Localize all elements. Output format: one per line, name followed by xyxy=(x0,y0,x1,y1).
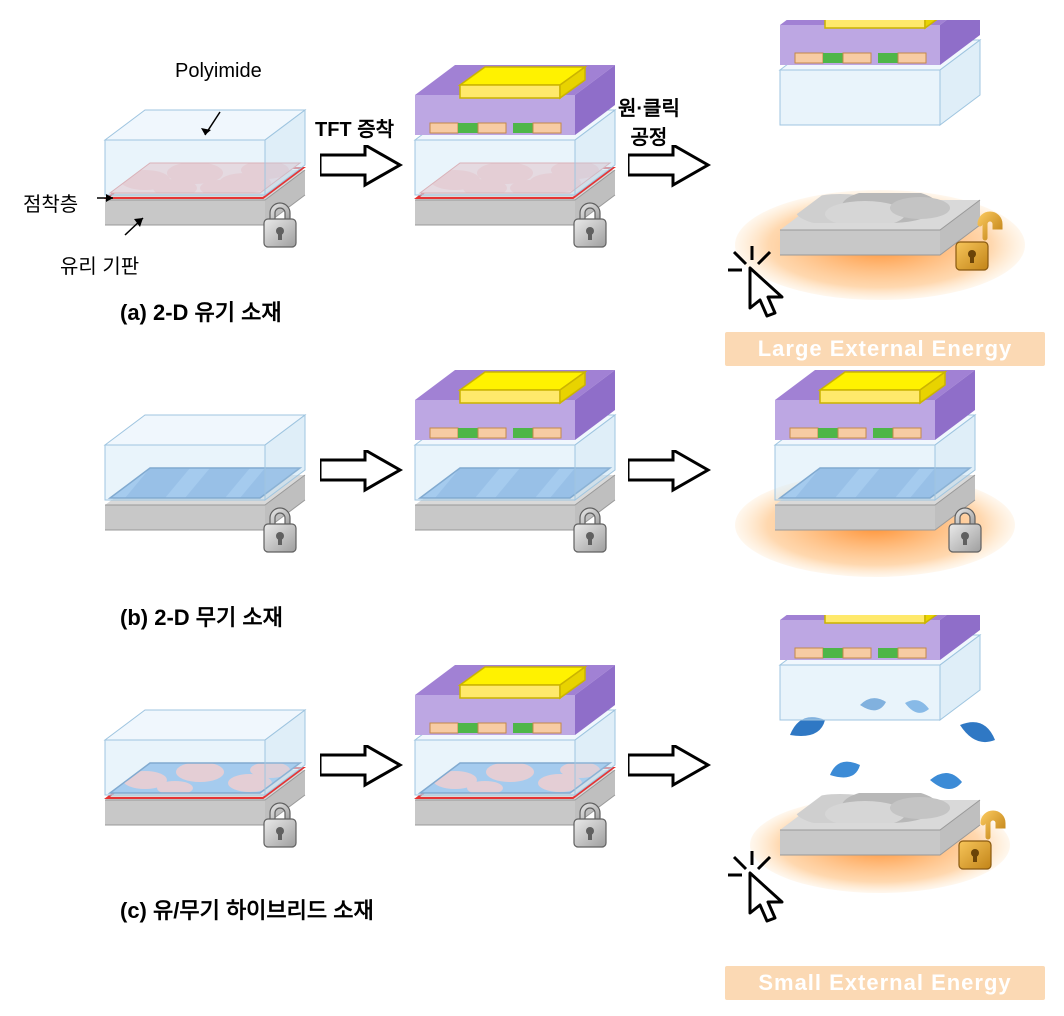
process-diagram: Polyimide 점착층 유리 기판 TFT 증착 원·클릭 공정 (a) 2… xyxy=(0,0,1064,1016)
row-b-stage-2 xyxy=(405,365,635,575)
energy-bar-large: Large External Energy xyxy=(725,332,1045,366)
row-a-stage-3 xyxy=(720,20,1050,350)
row-c-stage-1 xyxy=(95,690,325,860)
arrow-one-click-a xyxy=(628,145,718,195)
row-a-stage-1 xyxy=(95,90,325,260)
row-b-stage-1 xyxy=(95,395,325,565)
energy-bar-small: Small External Energy xyxy=(725,966,1045,1000)
label-one-click: 원·클릭 공정 xyxy=(618,92,680,150)
arrow-one-click-b xyxy=(628,450,718,500)
row-a-stage-2 xyxy=(405,60,635,270)
label-glass-substrate: 유리 기판 xyxy=(60,250,139,279)
row-b-label: (b) 2-D 무기 소재 xyxy=(120,600,283,632)
row-c-stage-3 xyxy=(720,615,1050,975)
arrow-tft-deposition-a xyxy=(320,145,410,195)
arrow-tft-deposition-b xyxy=(320,450,410,500)
label-polyimide: Polyimide xyxy=(175,60,262,83)
row-b-stage-3 xyxy=(720,355,1040,615)
row-c-label: (c) 유/무기 하이브리드 소재 xyxy=(120,893,374,925)
row-a-label: (a) 2-D 유기 소재 xyxy=(120,295,282,327)
row-c-stage-2 xyxy=(405,660,635,870)
label-tft-deposition: TFT 증착 xyxy=(315,113,394,142)
arrow-tft-deposition-c xyxy=(320,745,410,795)
arrow-one-click-c xyxy=(628,745,718,795)
label-adhesion-layer: 점착층 xyxy=(23,188,78,217)
